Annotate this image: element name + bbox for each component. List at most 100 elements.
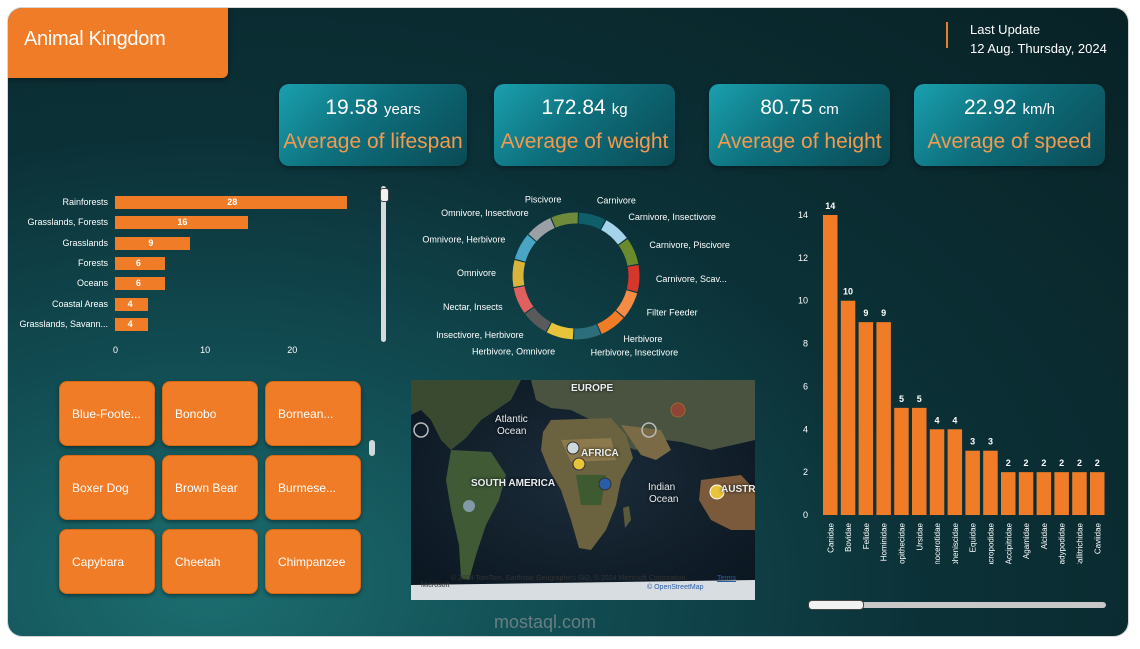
diet-donut-slice[interactable]: [546, 322, 574, 340]
family-bar-value: 3: [970, 437, 975, 447]
family-axis-tick: 10: [798, 296, 808, 306]
habitat-bar[interactable]: [115, 256, 165, 270]
habitat-bar-value: 16: [177, 217, 188, 228]
family-bar[interactable]: [912, 407, 927, 515]
family-bar-value: 4: [935, 415, 940, 425]
family-bar[interactable]: [965, 450, 980, 515]
family-bar[interactable]: [1090, 472, 1105, 515]
map-label-indian: Indian: [648, 482, 676, 493]
kpi-card-lifespan[interactable]: 19.58 years Average of lifespan: [279, 84, 467, 166]
family-bar-value: 9: [863, 308, 868, 318]
diet-donut-slice[interactable]: [513, 285, 534, 314]
family-bar[interactable]: [1018, 472, 1034, 515]
diet-donut-slice[interactable]: [615, 289, 638, 318]
kpi-card-height[interactable]: 80.75 cm Average of height: [709, 84, 890, 166]
kpi-card-speed[interactable]: 22.92 km/h Average of speed: [914, 84, 1105, 166]
page-title: Animal Kingdom: [24, 28, 166, 50]
kpi-value: 172.84: [541, 96, 606, 119]
habitat-bar[interactable]: [115, 317, 149, 331]
family-bar-value: 2: [1006, 458, 1011, 468]
family-bar[interactable]: [1001, 472, 1016, 515]
map-label-africa: AFRICA: [581, 448, 619, 459]
family-bar[interactable]: [1072, 472, 1087, 515]
map-brand: Microsoft: [421, 582, 450, 589]
family-bar[interactable]: [823, 215, 838, 515]
map-label-australia: AUSTRAL: [721, 484, 755, 495]
habitat-bar-value: 6: [135, 257, 141, 268]
diet-donut-slice[interactable]: [626, 264, 640, 292]
habitat-scrollbar-track[interactable]: [381, 186, 386, 342]
animal-tile[interactable]: Bonobo: [162, 381, 258, 446]
animal-tile[interactable]: Bornean...: [265, 381, 361, 446]
diet-donut-slice[interactable]: [551, 212, 578, 228]
diet-donut-slice[interactable]: [514, 234, 537, 263]
diet-donut-slice[interactable]: [512, 260, 526, 288]
animal-tile[interactable]: Chimpanzee: [265, 529, 361, 594]
diet-donut-label: Piscivore: [525, 196, 562, 204]
family-bar[interactable]: [894, 407, 909, 515]
kpi-unit: years: [383, 101, 421, 118]
animal-tile[interactable]: Burmese...: [265, 455, 361, 520]
habitat-scrollbar-thumb[interactable]: [380, 188, 389, 202]
habitat-bar-value: 6: [135, 278, 141, 289]
kpi-unit: kg: [611, 101, 628, 118]
diet-donut-slice[interactable]: [525, 307, 552, 332]
family-axis-tick: 0: [803, 510, 808, 520]
habitat-bar[interactable]: [115, 196, 348, 209]
habitat-axis-tick: 10: [200, 345, 211, 355]
family-bar[interactable]: [1054, 472, 1069, 515]
diet-donut-slice[interactable]: [618, 238, 639, 267]
animal-tile-label: Brown Bear: [175, 481, 238, 495]
title-banner: Animal Kingdom: [8, 8, 228, 78]
family-bar[interactable]: [1036, 472, 1052, 515]
family-category-label: Bovidae: [844, 522, 853, 551]
family-bar[interactable]: [876, 322, 891, 515]
habitat-bar-label: Coastal Areas: [51, 298, 108, 309]
family-category-label: Alcidae: [1040, 522, 1049, 549]
animal-slicer-scrollbar[interactable]: [369, 440, 375, 456]
diet-donut-slice[interactable]: [578, 212, 606, 230]
habitat-bar-value: 28: [227, 197, 238, 207]
kpi-value: 19.58: [325, 96, 378, 119]
animal-tile[interactable]: Brown Bear: [162, 455, 258, 520]
diet-donut-label: Carnivore, Scav...: [656, 274, 727, 284]
habitat-bar[interactable]: [115, 297, 149, 311]
family-category-label: Spheniscidae: [951, 522, 960, 564]
family-category-label: Equidae: [969, 522, 978, 552]
family-bar[interactable]: [983, 450, 998, 515]
habitat-bar[interactable]: [115, 236, 190, 250]
animal-tile[interactable]: Capybara: [59, 529, 155, 594]
family-bar-value: 3: [988, 437, 993, 447]
diet-donut-slice[interactable]: [600, 220, 627, 245]
map-label-south-america: SOUTH AMERICA: [471, 478, 556, 489]
map-terms-link[interactable]: Terms: [717, 575, 737, 582]
family-chart-scrollbar-track[interactable]: [808, 602, 1106, 608]
family-bar[interactable]: [858, 322, 874, 515]
family-category-label: Callitrichidae: [1075, 522, 1084, 564]
habitat-bar[interactable]: [115, 216, 248, 230]
world-map[interactable]: EUROPE Atlantic Ocean AFRICA SOUTH AMERI…: [411, 380, 755, 600]
habitat-bar[interactable]: [115, 277, 165, 291]
family-category-label: Canidae: [826, 522, 835, 552]
family-bar-value: 5: [899, 394, 904, 404]
diet-donut-slice[interactable]: [528, 217, 555, 242]
animal-tile[interactable]: Blue-Foote...: [59, 381, 155, 446]
kpi-label: Average of height: [717, 130, 882, 153]
family-bar[interactable]: [947, 429, 963, 515]
kpi-label: Average of lifespan: [283, 130, 463, 153]
animal-tile[interactable]: Boxer Dog: [59, 455, 155, 520]
family-axis-tick: 2: [803, 467, 808, 477]
diet-donut-slice[interactable]: [597, 310, 624, 335]
kpi-card-weight[interactable]: 172.84 kg Average of weight: [494, 84, 675, 166]
family-bar[interactable]: [840, 300, 856, 515]
diet-donut-slice[interactable]: [574, 324, 601, 340]
family-bar-value: 5: [917, 394, 922, 404]
family-axis-tick: 14: [798, 210, 808, 220]
map-osm-link[interactable]: © OpenStreetMap: [647, 584, 704, 591]
family-chart-scrollbar-thumb[interactable]: [808, 600, 864, 610]
habitat-bar-label: Rainforests: [62, 197, 108, 207]
animal-tile-label: Blue-Foote...: [72, 407, 141, 421]
family-bar[interactable]: [929, 429, 945, 515]
animal-tile[interactable]: Cheetah: [162, 529, 258, 594]
animal-tile-label: Cheetah: [175, 555, 221, 569]
